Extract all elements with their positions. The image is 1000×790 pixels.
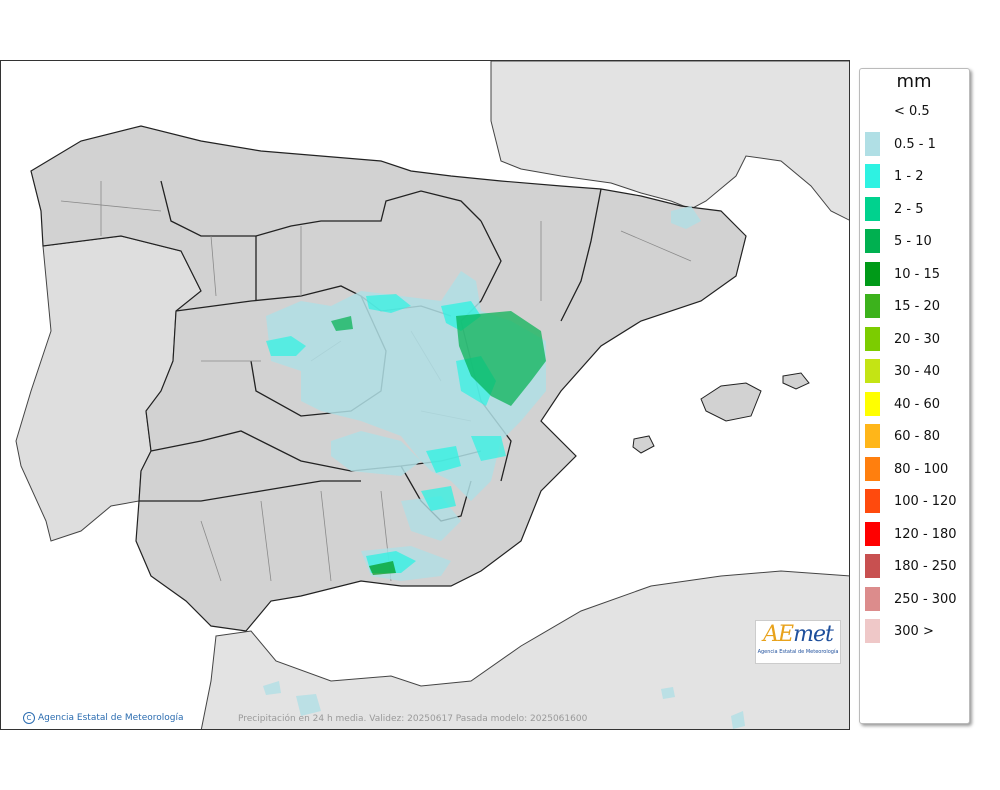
legend-swatch: [865, 391, 880, 416]
precipitation-map[interactable]: C Agencia Estatal de Meteorología Precipi…: [0, 60, 850, 730]
legend-item: 10 - 15: [865, 261, 965, 286]
legend-swatch: [865, 586, 880, 611]
legend-swatch: [865, 99, 880, 123]
legend-item: 300 >: [865, 619, 965, 643]
legend-item: 60 - 80: [865, 424, 965, 448]
map-caption: Precipitación en 24 h media. Validez: 20…: [238, 714, 588, 724]
legend-label: 80 - 100: [894, 461, 949, 477]
legend-item: 20 - 30: [865, 326, 965, 351]
legend-label: 0.5 - 1: [894, 136, 936, 152]
legend-item: 2 - 5: [865, 196, 965, 221]
precipitation-overlay: [263, 206, 745, 729]
legend-swatch: [865, 294, 880, 318]
legend-swatch: [865, 554, 880, 578]
legend-label: 5 - 10: [894, 234, 932, 249]
copyright-icon: C: [23, 712, 35, 724]
copyright-note: C Agencia Estatal de Meteorología: [23, 712, 184, 724]
legend-label: 1 - 2: [894, 169, 924, 184]
france-land: [490, 61, 849, 221]
menorca: [782, 372, 810, 390]
logo-subtitle: Agencia Estatal de Meteorología: [757, 649, 839, 655]
legend-label: 15 - 20: [894, 299, 941, 314]
legend-label: 250 - 300: [894, 591, 957, 607]
map-canvas: [1, 61, 849, 729]
legend-label: 40 - 60: [894, 396, 941, 412]
legend-label: 120 - 180: [894, 526, 957, 542]
aemet-logo: AEmet Agencia Estatal de Meteorología: [755, 620, 841, 664]
legend-label: 10 - 15: [894, 266, 941, 282]
legend-item: 250 - 300: [865, 586, 965, 611]
legend-swatch: [865, 489, 880, 513]
precipitation-legend: mm < 0.5 0.5 - 1 1 - 2 2 - 5 5 - 10 10 - 15 15…: [859, 68, 970, 724]
legend-item: 100 - 120: [865, 489, 965, 513]
legend-swatch: [865, 424, 880, 448]
legend-item: 15 - 20: [865, 294, 965, 318]
north-africa-land: [200, 570, 849, 729]
legend-item: 0.5 - 1: [865, 131, 965, 156]
legend-label: 180 - 250: [894, 559, 957, 574]
legend-swatch: [865, 359, 880, 383]
legend-swatch: [865, 619, 880, 643]
legend-swatch: [865, 164, 880, 188]
legend-item: 80 - 100: [865, 456, 965, 481]
legend-item: 5 - 10: [865, 229, 965, 253]
mallorca: [700, 382, 762, 422]
legend-swatch: [865, 229, 880, 253]
legend-swatch: [865, 521, 880, 546]
legend-item: 120 - 180: [865, 521, 965, 546]
legend-swatch: [865, 196, 880, 221]
copyright-text: Agencia Estatal de Meteorología: [38, 713, 184, 723]
legend-item: 30 - 40: [865, 359, 965, 383]
legend-label: 20 - 30: [894, 331, 941, 347]
legend-swatch: [865, 456, 880, 481]
legend-item: 40 - 60: [865, 391, 965, 416]
legend-swatch: [865, 326, 880, 351]
legend-swatch: [865, 131, 880, 156]
legend-label: 30 - 40: [894, 364, 941, 379]
legend-label: 2 - 5: [894, 201, 924, 217]
legend-unit: mm: [896, 71, 932, 92]
legend-item: 180 - 250: [865, 554, 965, 578]
legend-item: < 0.5: [865, 99, 965, 123]
legend-label: 100 - 120: [894, 494, 957, 509]
logo-wordmark: AEmet: [763, 622, 834, 647]
legend-label: 60 - 80: [894, 429, 941, 444]
legend-label: < 0.5: [894, 104, 930, 119]
legend-item: 1 - 2: [865, 164, 965, 188]
legend-swatch: [865, 261, 880, 286]
legend-label: 300 >: [894, 624, 934, 639]
ibiza: [632, 435, 655, 454]
